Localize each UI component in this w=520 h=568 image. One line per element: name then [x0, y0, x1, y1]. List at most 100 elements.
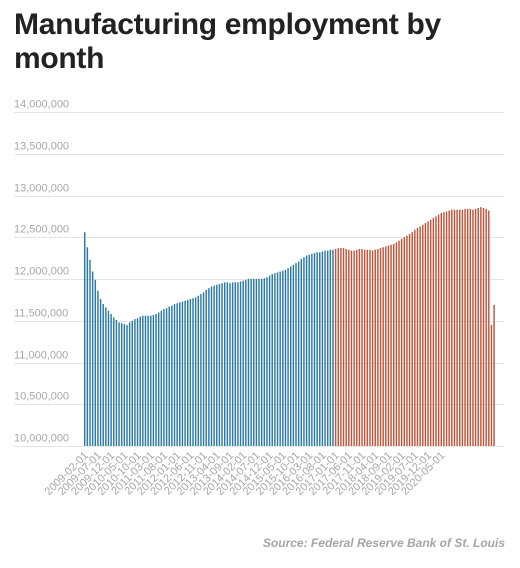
- bar: [321, 251, 324, 446]
- bar: [99, 299, 102, 446]
- y-tick-label: 13,000,000: [14, 183, 69, 195]
- bar: [353, 250, 355, 446]
- bar: [482, 208, 485, 446]
- bar: [295, 263, 297, 446]
- bar: [469, 208, 472, 446]
- bar: [324, 250, 326, 446]
- bar: [337, 248, 339, 446]
- bar: [263, 278, 266, 446]
- bar: [187, 299, 189, 447]
- bar: [382, 247, 384, 446]
- bar: [163, 309, 165, 446]
- bar: [319, 252, 321, 446]
- bar: [128, 322, 131, 446]
- bar: [440, 213, 442, 446]
- bar: [393, 243, 395, 446]
- bar: [123, 324, 126, 446]
- bar: [194, 297, 197, 446]
- bar: [290, 266, 292, 446]
- bar: [358, 248, 361, 446]
- bar: [97, 290, 99, 446]
- bar: [406, 235, 408, 446]
- y-tick-label: 11,000,000: [14, 350, 68, 362]
- bar: [390, 244, 392, 446]
- bar: [234, 282, 236, 446]
- bar: [453, 209, 456, 446]
- bar: [377, 248, 379, 446]
- bar: [237, 282, 239, 446]
- bar: [115, 319, 118, 446]
- bar: [181, 301, 184, 446]
- bar: [250, 279, 252, 446]
- bar: [205, 289, 207, 446]
- bar: [427, 221, 429, 446]
- bar: [155, 314, 157, 446]
- bar: [366, 249, 369, 446]
- bar: [144, 315, 147, 446]
- bar: [313, 253, 316, 446]
- y-tick-label: 10,500,000: [14, 391, 69, 403]
- bar: [216, 284, 218, 446]
- bar: [84, 232, 86, 446]
- bar: [176, 303, 178, 446]
- y-tick-label: 12,000,000: [14, 266, 69, 278]
- bar: [445, 211, 448, 446]
- bar: [303, 257, 305, 446]
- bar: [432, 218, 435, 446]
- bar: [276, 272, 279, 446]
- bar: [142, 315, 144, 446]
- bar: [134, 319, 136, 446]
- bar: [192, 298, 194, 446]
- bar: [282, 270, 284, 446]
- bar: [239, 281, 242, 446]
- y-tick-label: 12,500,000: [14, 224, 69, 236]
- bar: [208, 288, 210, 446]
- bar: [493, 304, 495, 446]
- y-tick-label: 10,000,000: [14, 433, 69, 445]
- bar: [363, 249, 366, 446]
- bar: [416, 228, 419, 446]
- bar: [374, 249, 376, 446]
- bar: [429, 219, 432, 446]
- bar: [247, 279, 250, 446]
- bar: [329, 249, 332, 446]
- bar: [437, 214, 440, 446]
- bar: [422, 224, 424, 446]
- bar: [443, 212, 445, 446]
- bar: [345, 248, 347, 446]
- bar: [419, 226, 421, 446]
- bar: [179, 302, 181, 446]
- bar: [147, 315, 149, 446]
- bar: [242, 280, 244, 446]
- bar: [485, 208, 487, 446]
- bar: [279, 271, 281, 446]
- bar: [136, 318, 139, 446]
- bar: [451, 209, 453, 446]
- bar: [107, 310, 110, 446]
- bar: [448, 210, 450, 446]
- y-tick-label: 13,500,000: [14, 141, 69, 153]
- bar: [202, 292, 205, 446]
- bar: [229, 283, 231, 446]
- chart-title: Manufacturing employment by month: [14, 8, 441, 75]
- bar: [400, 238, 403, 446]
- bar: [126, 324, 128, 446]
- bar: [385, 246, 387, 446]
- bar: [271, 273, 273, 446]
- bar: [456, 209, 458, 446]
- source-note: Source: Federal Reserve Bank of St. Loui…: [262, 536, 505, 550]
- bar: [340, 248, 342, 446]
- bar: [316, 252, 318, 446]
- bar: [89, 259, 91, 446]
- bar: [245, 279, 247, 446]
- bar: [160, 310, 163, 446]
- bar: [165, 308, 168, 446]
- bar: [173, 304, 176, 446]
- bar: [131, 320, 133, 446]
- bar: [150, 315, 152, 446]
- bar: [403, 237, 406, 446]
- bar: [424, 223, 427, 446]
- bar: [305, 255, 308, 446]
- bar: [326, 250, 329, 446]
